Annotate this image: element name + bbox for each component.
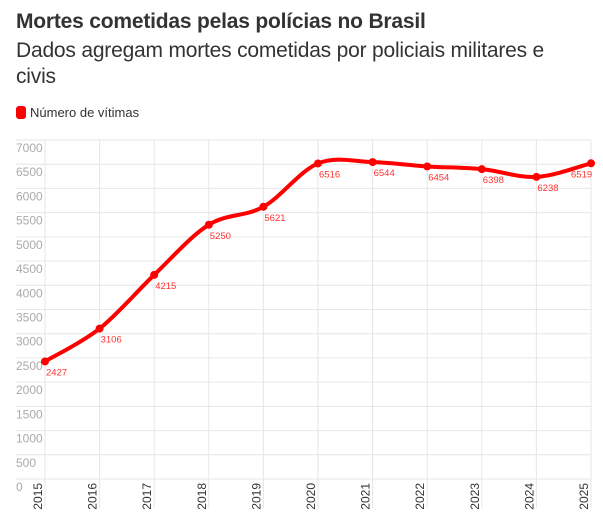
data-label: 3106 xyxy=(101,335,122,346)
data-labels-layer: 2427 3106 4215 5250 5621 6516 6544 6454 6398 6238… xyxy=(46,168,592,378)
y-tick-label: 1000 xyxy=(16,432,43,446)
data-label: 6516 xyxy=(319,169,340,180)
x-tick-label: 2022 xyxy=(413,483,427,510)
y-tick-label: 2000 xyxy=(16,383,43,397)
data-point[interactable] xyxy=(150,270,159,279)
y-tick-label: 3000 xyxy=(16,335,43,349)
y-tick-label: 4000 xyxy=(16,286,43,300)
y-tick-label: 5000 xyxy=(16,238,43,252)
x-axis: 2015 2016 2017 2018 2019 2020 2021 2022 2023 2024… xyxy=(31,483,591,510)
data-point[interactable] xyxy=(532,172,541,181)
y-tick-label: 3500 xyxy=(16,311,43,325)
x-tick-label: 2018 xyxy=(195,483,209,510)
data-point[interactable] xyxy=(477,165,486,174)
x-tick-label: 2017 xyxy=(140,483,154,510)
y-axis: 0 500 1000 1500 2000 2500 3000 3500 4000 4500 5000… xyxy=(16,141,43,494)
chart-title: Mortes cometidas pelas polícias no Brasi… xyxy=(16,10,426,33)
x-tick-label: 2024 xyxy=(522,483,536,510)
series-layer xyxy=(43,157,593,364)
data-label: 6454 xyxy=(428,172,449,183)
data-point[interactable] xyxy=(368,158,377,167)
y-tick-label: 6000 xyxy=(16,189,43,203)
x-tick-label: 2015 xyxy=(31,483,45,510)
x-tick-label: 2025 xyxy=(577,483,591,510)
series-line xyxy=(43,157,593,364)
legend-swatch xyxy=(16,106,26,119)
y-tick-label: 5500 xyxy=(16,214,43,228)
data-point[interactable] xyxy=(41,357,49,366)
data-point[interactable] xyxy=(423,162,432,171)
data-label: 6238 xyxy=(537,183,558,194)
data-point[interactable] xyxy=(314,159,322,168)
grid xyxy=(16,139,592,508)
y-tick-label: 2500 xyxy=(16,359,43,373)
y-tick-label: 6500 xyxy=(16,165,43,179)
data-point[interactable] xyxy=(95,324,104,333)
points-layer xyxy=(41,158,595,366)
data-point[interactable] xyxy=(587,159,595,168)
y-tick-label: 4500 xyxy=(16,262,43,276)
x-tick-label: 2020 xyxy=(304,483,318,510)
x-tick-label: 2021 xyxy=(359,483,373,510)
data-label: 5621 xyxy=(264,213,285,224)
legend-label: Número de vítimas xyxy=(30,105,140,120)
chart-subtitle: Dados agregam mortes cometidas por polic… xyxy=(16,39,545,88)
data-label: 2427 xyxy=(46,367,67,378)
x-tick-label: 2016 xyxy=(86,483,100,510)
data-point[interactable] xyxy=(204,220,213,229)
x-tick-label: 2023 xyxy=(468,483,482,510)
data-label: 5250 xyxy=(210,231,231,242)
y-tick-label: 1500 xyxy=(16,407,43,421)
y-tick-label: 7000 xyxy=(16,141,43,155)
y-tick-label: 500 xyxy=(16,456,36,470)
legend: Número de vítimas xyxy=(16,105,139,120)
data-label: 4215 xyxy=(155,281,176,292)
x-tick-label: 2019 xyxy=(249,483,263,510)
data-label: 6519 xyxy=(571,169,592,180)
y-tick-label: 0 xyxy=(16,480,23,494)
data-point[interactable] xyxy=(259,202,268,211)
data-label: 6398 xyxy=(483,175,504,186)
data-label: 6544 xyxy=(374,168,395,179)
